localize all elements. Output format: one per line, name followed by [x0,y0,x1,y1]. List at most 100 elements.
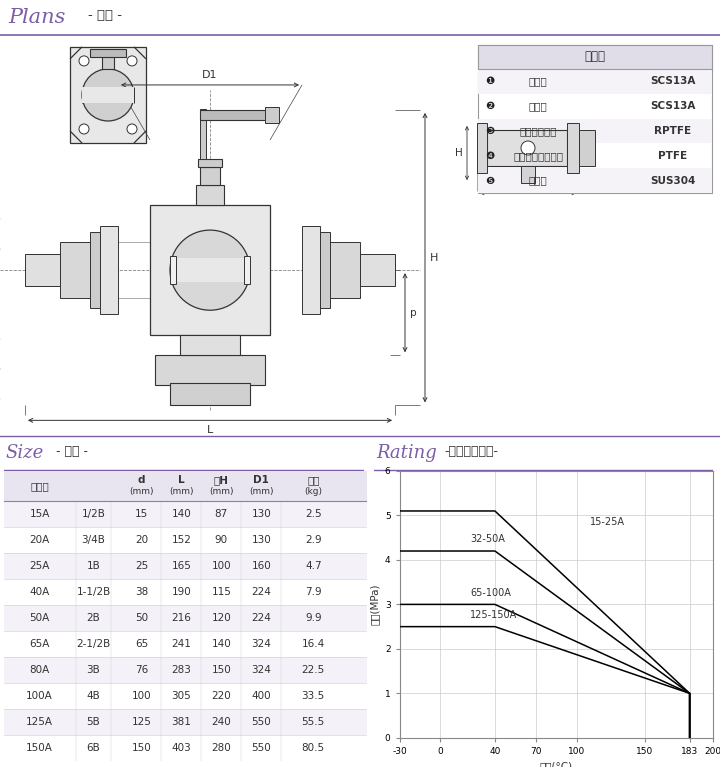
Text: 125-150A: 125-150A [470,610,518,620]
Text: 305: 305 [171,691,192,701]
Text: (kg): (kg) [305,486,323,495]
Text: 4B: 4B [86,691,100,701]
Text: -レーティング-: -レーティング- [444,445,498,458]
Bar [4,657,367,683]
Text: 130: 130 [251,535,271,545]
Bar [25,254,60,286]
Text: Rating: Rating [377,444,437,462]
Text: ❷: ❷ [485,101,495,111]
Bar [90,49,126,57]
Text: 65A: 65A [30,639,50,649]
Text: 220: 220 [212,691,231,701]
Bar [102,57,114,69]
Text: d: d [138,476,145,486]
Bar [4,579,367,604]
Bar [4,735,367,761]
Bar [487,130,567,166]
Y-axis label: 圧力(MPa): 圧力(MPa) [369,584,379,625]
Circle shape [79,56,89,66]
Bar [4,471,367,501]
Text: 3B: 3B [86,665,100,675]
Text: 130: 130 [251,509,271,518]
Bar [170,258,250,282]
Bar [478,168,712,193]
Text: 2.5: 2.5 [305,509,322,518]
Text: 1B: 1B [86,561,100,571]
Text: 4.7: 4.7 [305,561,322,571]
Text: 25: 25 [135,561,148,571]
Text: 38: 38 [135,587,148,597]
Text: Plans: Plans [8,8,66,27]
Bar [100,226,118,314]
Circle shape [170,230,250,310]
Bar [155,355,265,385]
Text: L: L [207,426,213,436]
Text: 550: 550 [251,743,271,753]
Text: 216: 216 [171,613,192,623]
Text: 80.5: 80.5 [302,743,325,753]
Text: (mm): (mm) [129,486,153,495]
Text: 80A: 80A [30,665,50,675]
Text: 7.9: 7.9 [305,587,322,597]
Bar [180,335,240,355]
Text: SCS13A: SCS13A [650,101,696,111]
Text: 100: 100 [212,561,231,571]
Text: H: H [455,148,463,158]
Text: 100A: 100A [26,691,53,701]
Text: 403: 403 [171,743,192,753]
Circle shape [127,124,137,134]
Text: 150A: 150A [26,743,53,753]
Text: 1-1/2B: 1-1/2B [76,587,111,597]
Text: 125A: 125A [26,717,53,727]
Text: SUS304: SUS304 [650,176,696,186]
Text: L: L [178,476,185,486]
Text: 65-100A: 65-100A [470,588,511,597]
Text: 15-25A: 15-25A [590,516,625,527]
Text: ボール: ボール [528,101,547,111]
Bar [579,130,595,166]
Text: 1/2B: 1/2B [81,509,105,518]
Text: ❺: ❺ [485,176,495,186]
Bar [200,110,270,120]
Text: D1: D1 [521,179,535,189]
Text: 32-50A: 32-50A [470,535,505,545]
Text: H: H [430,252,438,262]
Text: 400: 400 [251,691,271,701]
Text: 160: 160 [251,561,271,571]
Bar [478,45,712,193]
Text: 2.9: 2.9 [305,535,322,545]
Text: 15A: 15A [30,509,50,518]
Text: 40A: 40A [30,587,50,597]
Text: - 寸法 -: - 寸法 - [55,445,88,458]
Bar [478,69,712,94]
Bar [4,683,367,709]
Text: 50: 50 [135,613,148,623]
Circle shape [82,69,134,121]
Text: 16.4: 16.4 [302,639,325,649]
Bar [4,553,367,579]
Text: ❶: ❶ [485,77,495,87]
Text: RPTFE: RPTFE [654,126,692,136]
Text: 150: 150 [132,743,151,753]
Text: 76: 76 [135,665,148,675]
Text: D1: D1 [202,70,217,80]
X-axis label: 温度(°C): 温度(°C) [539,762,573,767]
Bar [170,384,250,405]
Text: 90: 90 [215,535,228,545]
Text: 65: 65 [135,639,148,649]
Text: - 図面 -: - 図面 - [88,9,122,22]
Text: 15: 15 [135,509,148,518]
Bar [330,242,360,298]
Text: 165: 165 [171,561,192,571]
Bar [4,604,367,630]
Text: 140: 140 [171,509,192,518]
Text: 140: 140 [212,639,231,649]
Circle shape [79,124,89,134]
Text: ボディ: ボディ [528,77,547,87]
Text: 115: 115 [212,587,231,597]
Text: SCS13A: SCS13A [650,77,696,87]
Text: 55.5: 55.5 [302,717,325,727]
Bar [4,527,367,553]
Text: 材質表: 材質表 [585,51,606,64]
Text: 100A以上: 100A以上 [485,108,527,118]
